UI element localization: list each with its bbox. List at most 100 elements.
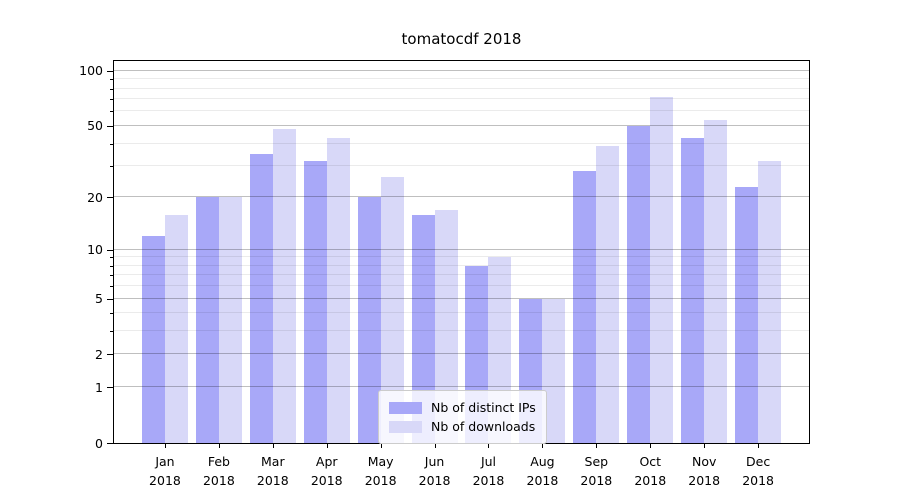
bar-apr-downloads xyxy=(326,137,350,443)
y-minor-tick-4 xyxy=(110,313,113,315)
x-label-year-may: 2018 xyxy=(364,473,397,488)
x-slot-jan: Jan 2018 xyxy=(138,444,192,490)
legend-swatch-downloads xyxy=(389,420,422,433)
y-tick-10 xyxy=(107,249,113,251)
x-label-month-dec: Dec xyxy=(746,454,771,469)
bar-mar-downloads xyxy=(272,129,296,443)
bar-feb-distinct-ips xyxy=(195,197,219,443)
x-slot-oct: Oct 2018 xyxy=(623,444,677,490)
bar-may-downloads xyxy=(380,177,404,443)
bar-may-distinct-ips xyxy=(357,197,381,443)
x-label-month-may: May xyxy=(367,454,394,469)
bar-dec-downloads xyxy=(758,161,782,443)
y-tick-label-2: 2 xyxy=(95,346,103,362)
bar-group-feb xyxy=(192,61,246,443)
x-slot-feb: Feb 2018 xyxy=(192,444,246,490)
x-label-year-jun: 2018 xyxy=(418,473,451,488)
bar-apr-distinct-ips xyxy=(303,161,327,443)
y-minor-tick-90 xyxy=(110,79,113,81)
y-tick-100 xyxy=(107,70,113,72)
bar-jan-downloads xyxy=(164,214,188,443)
x-tick-oct xyxy=(650,444,652,448)
x-tick-may xyxy=(380,444,382,448)
x-label-mar: Mar 2018 xyxy=(246,452,300,490)
y-minor-tick-7 xyxy=(110,275,113,277)
legend-item: Nb of downloads xyxy=(389,417,536,436)
bar-oct-distinct-ips xyxy=(627,125,651,443)
bar-nov-downloads xyxy=(704,119,728,443)
x-label-apr: Apr 2018 xyxy=(300,452,354,490)
x-label-feb: Feb 2018 xyxy=(192,452,246,490)
x-label-month-sep: Sep xyxy=(584,454,609,469)
bar-group-may xyxy=(354,61,408,443)
x-label-month-oct: Oct xyxy=(639,454,662,469)
bar-group-mar xyxy=(246,61,300,443)
bar-group-oct xyxy=(623,61,677,443)
x-label-year-dec: 2018 xyxy=(742,473,774,488)
y-tick-label-20: 20 xyxy=(87,189,103,205)
bar-jan-distinct-ips xyxy=(141,236,165,443)
legend: Nb of distinct IPs Nb of downloads xyxy=(378,390,547,444)
bar-group-jul xyxy=(462,61,516,443)
x-label-aug: Aug 2018 xyxy=(515,452,569,490)
x-label-month-mar: Mar xyxy=(261,454,285,469)
x-label-year-oct: 2018 xyxy=(634,473,667,488)
x-label-month-nov: Nov xyxy=(691,454,717,469)
x-label-year-jul: 2018 xyxy=(472,473,505,488)
x-label-oct: Oct 2018 xyxy=(623,452,677,490)
x-tick-apr xyxy=(326,444,328,448)
bar-sep-downloads xyxy=(596,145,620,443)
x-label-sep: Sep 2018 xyxy=(569,452,623,490)
bar-group-jan xyxy=(138,61,192,443)
y-minor-tick-70 xyxy=(110,99,113,101)
bar-dec-distinct-ips xyxy=(735,186,759,443)
x-label-month-jan: Jan xyxy=(155,454,175,469)
legend-label: Nb of downloads xyxy=(431,419,536,434)
x-tick-nov xyxy=(704,444,706,448)
x-label-year-mar: 2018 xyxy=(256,473,289,488)
y-tick-0 xyxy=(107,443,113,444)
x-label-jul: Jul 2018 xyxy=(462,452,516,490)
bar-nov-distinct-ips xyxy=(681,137,705,443)
y-minor-tick-9 xyxy=(110,257,113,259)
x-label-month-apr: Apr xyxy=(315,454,338,469)
y-minor-tick-3 xyxy=(110,331,113,333)
x-label-jan: Jan 2018 xyxy=(138,452,192,490)
x-tick-jun xyxy=(434,444,436,448)
bars-container xyxy=(114,61,809,443)
x-tick-sep xyxy=(596,444,598,448)
chart-title: tomatocdf 2018 xyxy=(401,30,522,48)
x-label-year-sep: 2018 xyxy=(580,473,613,488)
x-slot-jun: Jun 2018 xyxy=(408,444,462,490)
x-slot-aug: Aug 2018 xyxy=(515,444,569,490)
y-minor-tick-6 xyxy=(110,286,113,288)
bar-mar-distinct-ips xyxy=(249,154,273,443)
plot-area: Nb of distinct IPs Nb of downloads xyxy=(113,60,810,444)
y-tick-label-10: 10 xyxy=(87,242,103,258)
bar-feb-downloads xyxy=(218,197,242,443)
x-slot-mar: Mar 2018 xyxy=(246,444,300,490)
x-label-year-jan: 2018 xyxy=(149,473,181,488)
x-axis: Jan 2018 Feb 2018 Mar 2018 Apr 2018 May 2018 Jun 20… xyxy=(114,444,809,490)
x-tick-mar xyxy=(272,444,274,448)
legend-item: Nb of distinct IPs xyxy=(389,398,536,417)
x-tick-aug xyxy=(542,444,544,448)
x-label-nov: Nov 2018 xyxy=(677,452,731,490)
bar-group-apr xyxy=(300,61,354,443)
y-minor-tick-60 xyxy=(110,111,113,113)
x-label-jun: Jun 2018 xyxy=(408,452,462,490)
y-tick-5 xyxy=(107,298,113,300)
x-tick-jul xyxy=(488,444,490,448)
y-minor-tick-8 xyxy=(110,265,113,267)
bar-group-dec xyxy=(731,61,785,443)
y-tick-50 xyxy=(107,125,113,127)
x-slot-jul: Jul 2018 xyxy=(462,444,516,490)
bar-jun-downloads xyxy=(434,209,458,443)
y-minor-tick-40 xyxy=(110,143,113,145)
x-tick-jan xyxy=(164,444,166,448)
x-label-month-jul: Jul xyxy=(480,454,497,469)
x-label-month-aug: Aug xyxy=(530,454,555,469)
x-label-dec: Dec 2018 xyxy=(731,452,785,490)
bar-group-aug xyxy=(515,61,569,443)
